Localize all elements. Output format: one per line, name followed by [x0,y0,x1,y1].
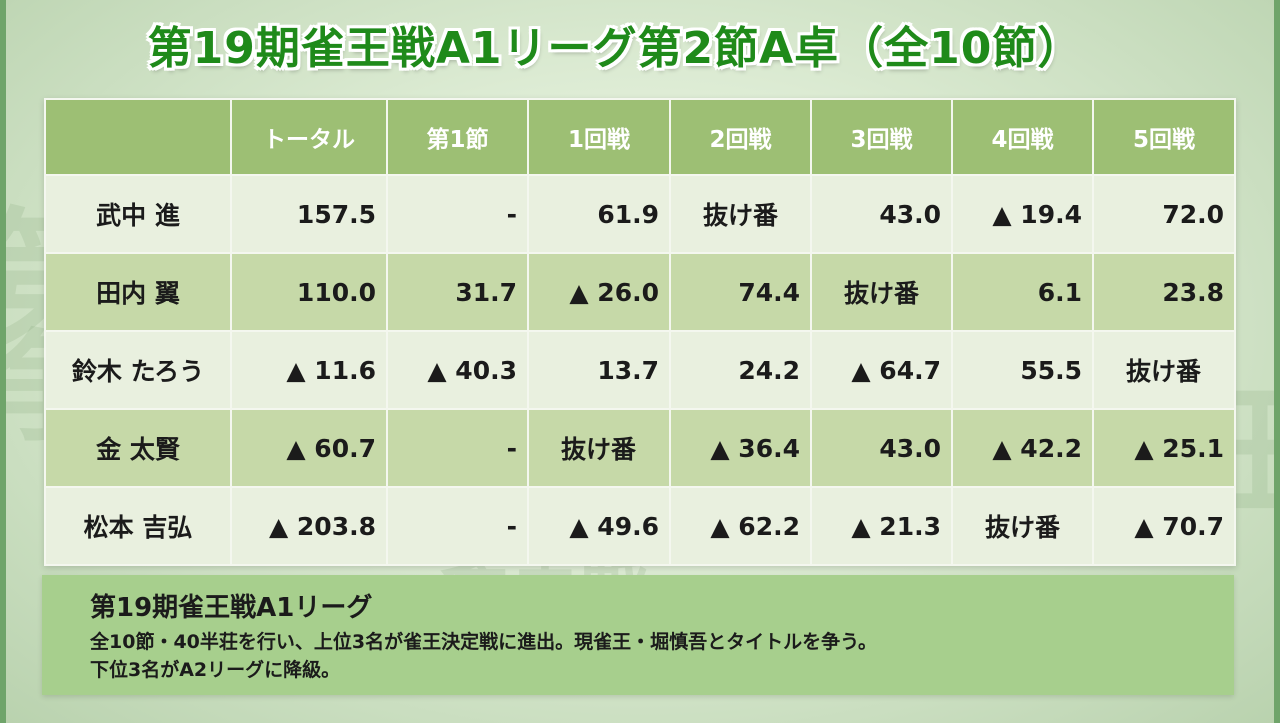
table-row: 田内 翼 110.0 31.7 ▲ 26.0 74.4 抜け番 6.1 23.8 [44,252,1236,332]
score-table: トータル 第1節 1回戦 2回戦 3回戦 4回戦 5回戦 武中 進 157.5 … [44,98,1236,566]
header-cell: 4回戦 [951,98,1094,176]
score-cell: 157.5 [230,174,388,254]
score-cell: ▲ 203.8 [230,486,388,566]
score-cell: 55.5 [951,330,1094,410]
score-cell: - [386,408,529,488]
player-name: 鈴木 たろう [44,330,232,410]
info-heading: 第19期雀王戦A1リーグ [90,593,373,623]
player-name: 武中 進 [44,174,232,254]
table-row: 武中 進 157.5 - 61.9 抜け番 43.0 ▲ 19.4 72.0 [44,174,1236,254]
score-cell: 抜け番 [527,408,671,488]
score-cell: ▲ 70.7 [1092,486,1236,566]
score-cell: 抜け番 [669,174,812,254]
header-cell: トータル [230,98,388,176]
score-cell: 13.7 [527,330,671,410]
score-cell: 61.9 [527,174,671,254]
score-cell: 31.7 [386,252,529,332]
score-cell: ▲ 26.0 [527,252,671,332]
league-info-panel: 第19期雀王戦A1リーグ 全10節・40半荘を行い、上位3名が雀王決定戦に進出。… [42,575,1234,695]
table-row: 松本 吉弘 ▲ 203.8 - ▲ 49.6 ▲ 62.2 ▲ 21.3 抜け番… [44,486,1236,566]
score-cell: 23.8 [1092,252,1236,332]
score-cell: 43.0 [810,408,953,488]
score-cell: ▲ 42.2 [951,408,1094,488]
player-name: 松本 吉弘 [44,486,232,566]
score-cell: ▲ 64.7 [810,330,953,410]
score-cell: ▲ 49.6 [527,486,671,566]
score-cell: ▲ 40.3 [386,330,529,410]
header-cell [44,98,232,176]
score-cell: 110.0 [230,252,388,332]
info-line: 全10節・40半荘を行い、上位3名が雀王決定戦に進出。現雀王・堀慎吾とタイトルを… [90,631,877,653]
score-cell: ▲ 36.4 [669,408,812,488]
table-row: 鈴木 たろう ▲ 11.6 ▲ 40.3 13.7 24.2 ▲ 64.7 55… [44,330,1236,410]
score-cell: - [386,486,529,566]
header-cell: 1回戦 [527,98,671,176]
score-cell: ▲ 60.7 [230,408,388,488]
player-name: 田内 翼 [44,252,232,332]
score-cell: ▲ 25.1 [1092,408,1236,488]
score-cell: 抜け番 [1092,330,1236,410]
score-cell: 43.0 [810,174,953,254]
score-cell: ▲ 62.2 [669,486,812,566]
score-cell: - [386,174,529,254]
score-cell: 抜け番 [810,252,953,332]
score-cell: ▲ 11.6 [230,330,388,410]
info-line: 下位3名がA2リーグに降級。 [90,659,341,681]
header-cell: 2回戦 [669,98,812,176]
score-cell: ▲ 21.3 [810,486,953,566]
score-cell: ▲ 19.4 [951,174,1094,254]
table-row: 金 太賢 ▲ 60.7 - 抜け番 ▲ 36.4 43.0 ▲ 42.2 ▲ 2… [44,408,1236,488]
header-cell: 5回戦 [1092,98,1236,176]
score-cell: 72.0 [1092,174,1236,254]
header-cell: 3回戦 [810,98,953,176]
header-cell: 第1節 [386,98,529,176]
score-cell: 抜け番 [951,486,1094,566]
page-title: 第19期雀王戦A1リーグ第2節A卓（全10節） [147,23,1083,74]
table-header-row: トータル 第1節 1回戦 2回戦 3回戦 4回戦 5回戦 [44,98,1236,176]
score-cell: 74.4 [669,252,812,332]
player-name: 金 太賢 [44,408,232,488]
score-cell: 24.2 [669,330,812,410]
score-cell: 6.1 [951,252,1094,332]
